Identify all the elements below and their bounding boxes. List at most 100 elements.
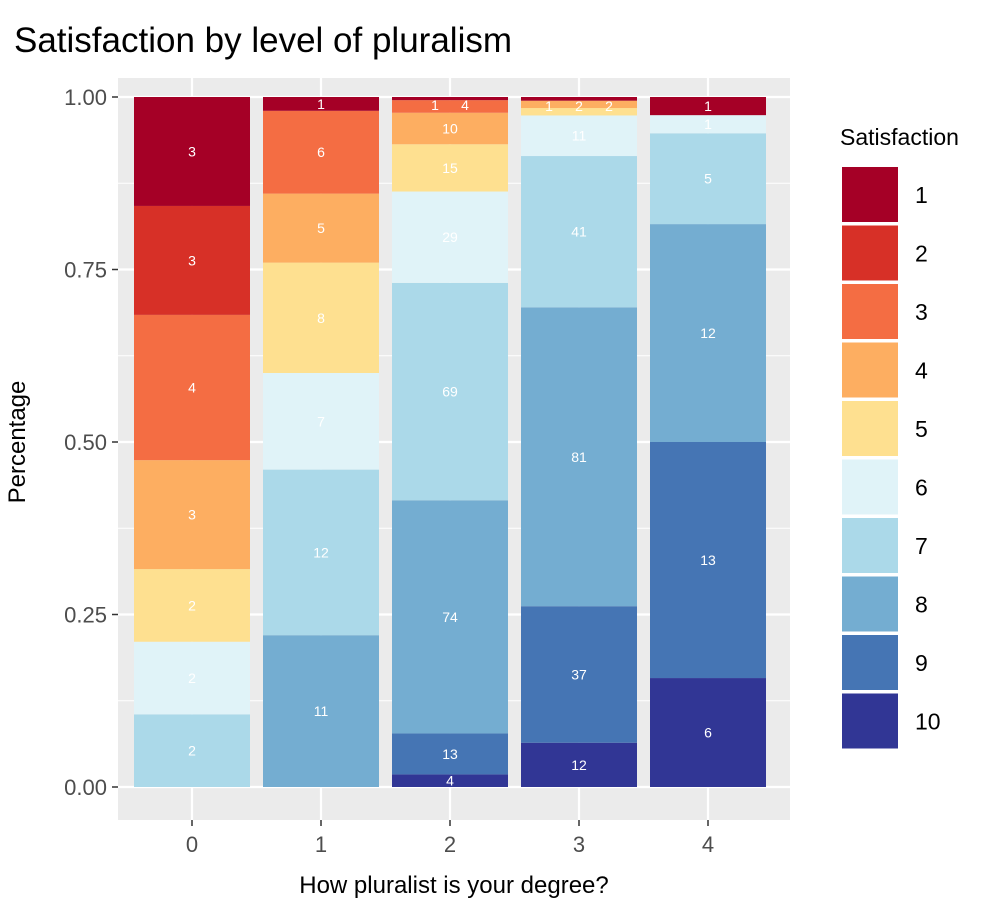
bar-segment <box>650 133 766 225</box>
bar-segment <box>392 100 508 113</box>
data-label: 37 <box>571 666 587 682</box>
y-tick-label: 0.00 <box>64 775 107 800</box>
data-label: 12 <box>571 757 587 773</box>
legend-key <box>842 342 898 398</box>
legend-key <box>842 693 898 749</box>
bar-segment <box>521 97 637 101</box>
data-label: 15 <box>442 160 458 176</box>
legend-key <box>842 576 898 632</box>
y-tick-label: 0.25 <box>64 603 107 628</box>
bar-segment <box>134 569 250 642</box>
data-label: 41 <box>571 224 587 240</box>
data-label: 1 <box>431 97 439 113</box>
bar-segment <box>134 97 250 206</box>
data-label: 1 <box>704 116 712 132</box>
data-label: 5 <box>317 220 325 236</box>
legend-label: 2 <box>915 241 928 267</box>
x-axis-label: How pluralist is your degree? <box>299 872 608 899</box>
legend-label: 4 <box>915 358 928 384</box>
legend-label: 7 <box>915 533 928 559</box>
bar-segment <box>392 774 508 787</box>
bar-segment <box>650 115 766 134</box>
bar-segment <box>650 224 766 442</box>
bar-segment <box>263 373 379 470</box>
bar-segment <box>134 460 250 570</box>
bar-segment <box>521 100 637 109</box>
bar-segment <box>263 469 379 636</box>
data-label: 2 <box>188 670 196 686</box>
x-tick-label: 3 <box>573 832 585 857</box>
data-label: 12 <box>700 325 716 341</box>
bar-segment <box>650 678 766 787</box>
legend-key <box>842 459 898 515</box>
data-label: 3 <box>188 143 196 159</box>
legend-label: 5 <box>915 416 928 442</box>
bar-segment <box>392 191 508 283</box>
chart-title: Satisfaction by level of pluralism <box>14 21 512 60</box>
bar-segment <box>392 733 508 775</box>
x-tick-label: 4 <box>702 832 714 857</box>
legend-label: 3 <box>915 299 928 325</box>
bar-segment <box>392 500 508 734</box>
x-tick-label: 2 <box>444 832 456 857</box>
bar-segment <box>134 714 250 787</box>
data-label: 13 <box>442 746 458 762</box>
legend-label: 10 <box>915 709 941 735</box>
bar-segment <box>521 108 637 116</box>
bar-segment <box>263 635 379 787</box>
bar-segment <box>263 97 379 111</box>
legend-title: Satisfaction <box>840 124 959 150</box>
data-label: 2 <box>605 98 613 114</box>
bar-segment <box>521 606 637 743</box>
legend-key <box>842 401 898 456</box>
legend-label: 9 <box>915 650 928 676</box>
bar-segment <box>521 307 637 607</box>
bar-segment <box>521 156 637 308</box>
data-label: 6 <box>704 725 712 741</box>
data-label: 7 <box>317 413 325 429</box>
legend-key <box>842 225 898 281</box>
bar-segment <box>392 282 508 501</box>
y-tick-label: 0.50 <box>64 430 107 455</box>
bar-segment <box>521 742 637 787</box>
data-label: 3 <box>188 507 196 523</box>
bar-segment <box>263 262 379 373</box>
x-tick-label: 0 <box>186 832 198 857</box>
bar-segment <box>134 641 250 715</box>
legend-label: 6 <box>915 475 928 501</box>
data-label: 2 <box>188 743 196 759</box>
bar-segment <box>263 110 379 194</box>
data-label: 4 <box>446 773 454 789</box>
legend-key <box>842 635 898 690</box>
data-label: 6 <box>317 144 325 160</box>
x-tick-label: 1 <box>315 832 327 857</box>
legend-label: 1 <box>915 182 928 208</box>
y-axis-label: Percentage <box>4 381 31 504</box>
data-label: 29 <box>442 229 458 245</box>
bar-segment <box>392 97 508 101</box>
data-label: 1 <box>317 96 325 112</box>
data-label: 11 <box>314 703 329 719</box>
bar-segment <box>521 115 637 157</box>
y-tick-label: 0.75 <box>64 258 107 283</box>
data-label: 5 <box>704 171 712 187</box>
bar-segment <box>392 144 508 192</box>
data-label: 11 <box>572 128 587 144</box>
data-label: 4 <box>461 97 469 113</box>
data-label: 13 <box>700 552 716 568</box>
data-label: 12 <box>313 544 329 560</box>
data-label: 74 <box>442 609 458 625</box>
bar-segment <box>392 112 508 145</box>
legend-key <box>842 167 898 222</box>
data-label: 1 <box>704 98 712 114</box>
legend-label: 8 <box>915 592 928 618</box>
data-label: 3 <box>188 252 196 268</box>
data-label: 10 <box>442 121 458 137</box>
bar-segment <box>650 97 766 116</box>
data-label: 1 <box>545 98 553 114</box>
bar-segment <box>263 193 379 263</box>
bar-segment <box>134 314 250 461</box>
bar-segment <box>650 442 766 679</box>
data-label: 8 <box>317 310 325 326</box>
